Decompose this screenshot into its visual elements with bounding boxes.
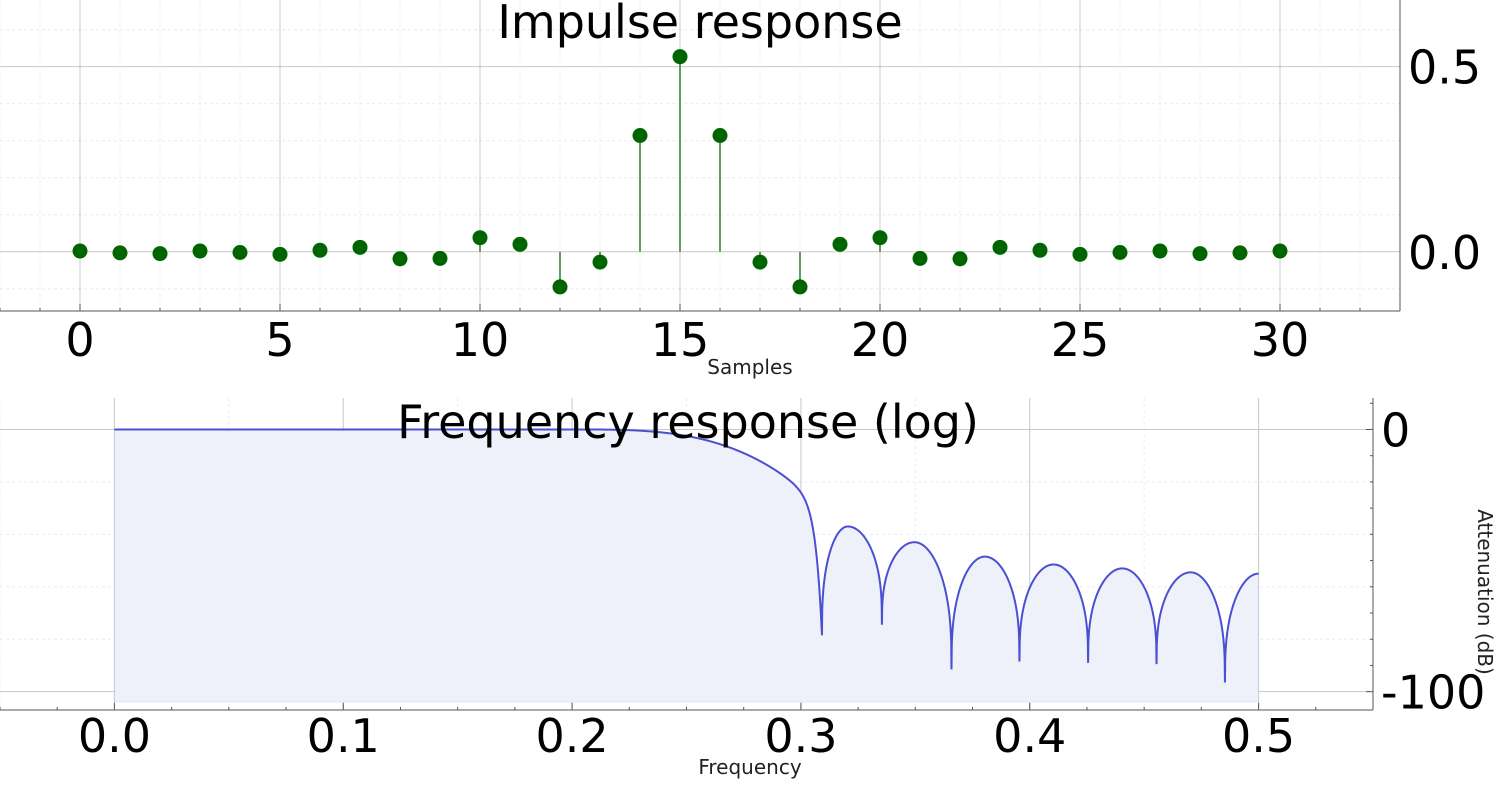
stem-marker [392,251,408,267]
stem-marker [872,230,888,246]
stem-marker [992,239,1008,255]
frequency-response-fill [114,429,1259,703]
x-tick-label: 0.2 [536,709,609,763]
x-tick-label: 0.1 [307,709,380,763]
frequency-x-label: Frequency [698,755,801,779]
stem-marker [832,236,848,252]
stem-marker [792,279,808,295]
y-tick-label: 0 [1381,403,1410,457]
stem-marker [712,128,728,144]
stem-marker [552,279,568,295]
frequency-axes [0,398,1374,711]
impulse-x-ticks: 0 5 10 15 20 25 30 [65,313,1309,367]
impulse-x-label: Samples [707,355,792,379]
stem-marker [912,250,928,266]
stem-marker [112,245,128,261]
frequency-title: Frequency response (log) [397,395,979,449]
x-tick-label: 5 [265,313,294,367]
y-tick-label: 0.5 [1408,41,1481,95]
x-tick-label: 10 [451,313,510,367]
stem-marker [592,254,608,270]
x-tick-label: 0.5 [1222,709,1295,763]
frequency-response-panel: 0.0 0.1 0.2 0.3 0.4 0.5 0 -100 Frequency respo… [0,395,1497,779]
frequency-response-line [114,428,1259,683]
impulse-axes [0,0,1401,312]
y-tick-label: 0.0 [1408,226,1481,280]
x-tick-label: 20 [851,313,910,367]
stem-marker [1152,243,1168,259]
stem-marker [72,243,88,259]
stem-marker [312,242,328,258]
stem-marker [952,251,968,267]
stem-marker [512,236,528,252]
x-tick-label: 30 [1251,313,1310,367]
stem-marker [152,246,168,262]
frequency-y-label: Attenuation (dB) [1473,509,1497,675]
impulse-y-ticks: 0.0 0.5 [1408,41,1481,280]
stem-marker [1272,243,1288,259]
x-tick-label: 0.3 [764,709,837,763]
stem-marker [1112,245,1128,261]
y-tick-label: -100 [1381,666,1485,720]
impulse-response-panel: 0 5 10 15 20 25 30 0.0 0.5 Impulse response Sam… [0,0,1481,379]
stem-marker [1192,246,1208,262]
frequency-y-ticks: 0 -100 [1381,403,1485,719]
stem-marker [672,49,688,65]
stem-marker [632,128,648,144]
impulse-title: Impulse response [497,0,902,49]
stem-marker [432,250,448,266]
x-tick-label: 0.0 [78,709,151,763]
stem-marker [352,239,368,255]
stem-marker [1032,242,1048,258]
frequency-x-ticks: 0.0 0.1 0.2 0.3 0.4 0.5 [78,709,1295,763]
stem-marker [1232,245,1248,261]
stem-marker [192,243,208,259]
stem-marker [1072,246,1088,262]
x-tick-label: 0 [65,313,94,367]
stem-marker [752,254,768,270]
stem-marker [272,246,288,262]
impulse-stems [72,49,1288,295]
x-tick-label: 25 [1051,313,1110,367]
x-tick-label: 0.4 [993,709,1066,763]
x-tick-label: 15 [651,313,710,367]
stem-marker [472,230,488,246]
stem-marker [232,245,248,261]
